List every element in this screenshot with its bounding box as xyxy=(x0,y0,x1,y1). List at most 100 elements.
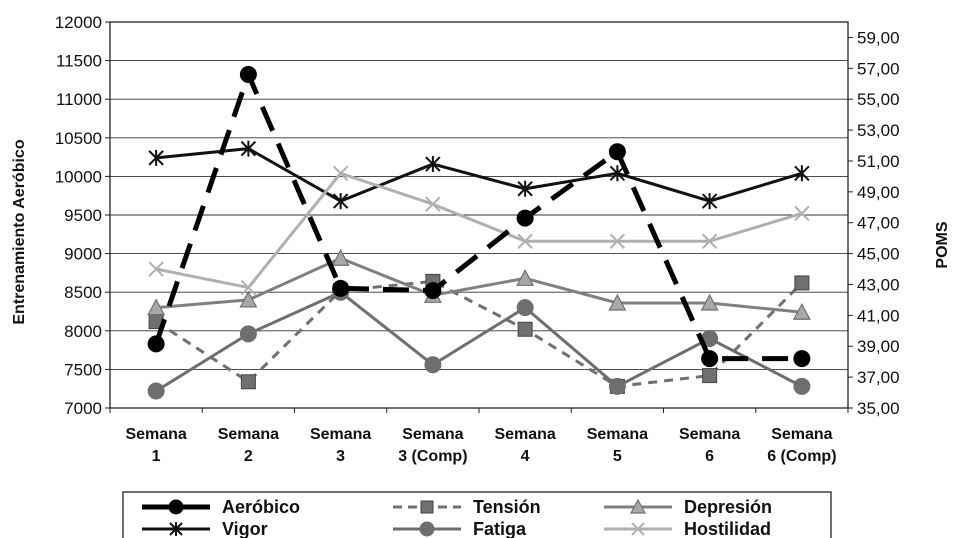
left-tick-label: 8000 xyxy=(64,322,102,341)
legend-item-depresión: Depresión xyxy=(604,497,772,517)
data-point xyxy=(517,233,533,249)
data-point xyxy=(794,275,810,291)
data-point xyxy=(332,165,349,182)
legend-label: Aeróbico xyxy=(222,497,300,517)
legend-label: Tensión xyxy=(473,497,541,517)
right-tick-label: 39,00 xyxy=(857,337,900,356)
data-point xyxy=(169,522,183,536)
series-line xyxy=(153,71,802,362)
left-tick-label: 7000 xyxy=(64,399,102,418)
right-tick-label: 41,00 xyxy=(857,306,900,325)
right-tick-label: 37,00 xyxy=(857,368,900,387)
data-point xyxy=(517,321,533,337)
data-point xyxy=(425,156,441,173)
right-tick-label: 55,00 xyxy=(857,90,900,109)
series-line xyxy=(155,171,803,290)
data-point xyxy=(701,233,718,249)
data-point xyxy=(794,205,810,222)
x-tick-label: Semana xyxy=(310,426,371,443)
x-tick-label: 2 xyxy=(244,448,253,465)
data-point xyxy=(425,196,441,212)
right-tick-label: 45,00 xyxy=(857,245,900,264)
data-point xyxy=(516,269,535,286)
legend-item-tensión: Tensión xyxy=(393,497,541,517)
legend-item-vigor: Vigor xyxy=(142,519,268,538)
legend-item-fatiga: Fatiga xyxy=(393,519,527,538)
data-point xyxy=(608,143,626,161)
series-line xyxy=(155,290,803,393)
data-point xyxy=(240,374,256,390)
data-point xyxy=(701,350,719,368)
left-tick-label: 8500 xyxy=(64,283,102,302)
data-point xyxy=(424,282,442,300)
data-point xyxy=(516,299,534,317)
data-point xyxy=(793,377,811,395)
data-point xyxy=(147,298,166,316)
data-point xyxy=(702,368,718,384)
data-point xyxy=(517,180,533,197)
data-point xyxy=(792,302,811,320)
legend-label: Hostilidad xyxy=(684,519,771,538)
data-point xyxy=(239,65,257,83)
data-point xyxy=(147,382,165,400)
data-point xyxy=(608,377,626,395)
legend-label: Depresión xyxy=(684,497,772,517)
legend-box xyxy=(122,491,832,538)
right-tick-label: 57,00 xyxy=(857,59,900,78)
legend-label: Fatiga xyxy=(473,519,527,538)
left-tick-label: 10500 xyxy=(55,129,102,148)
data-point xyxy=(608,293,627,311)
series-line xyxy=(155,279,803,388)
left-tick-label: 12000 xyxy=(55,13,102,32)
data-point xyxy=(609,233,626,249)
x-tick-label: 6 xyxy=(705,448,714,465)
left-tick-label: 10000 xyxy=(55,167,102,186)
data-point xyxy=(331,248,350,266)
left-tick-label: 9500 xyxy=(64,206,102,225)
right-tick-label: 47,00 xyxy=(857,214,900,233)
data-point xyxy=(516,209,534,227)
right-tick-label: 59,00 xyxy=(857,28,900,47)
x-axis-ticks: Semana 1 Semana 2 Semana 3 Semana 3 (Comp) Seman… xyxy=(109,408,849,465)
legend: Aeróbico Tensión Depresión Vigor Fatiga Hosti… xyxy=(142,497,772,538)
right-tick-label: 35,00 xyxy=(857,399,900,418)
data-point xyxy=(240,140,257,157)
data-point xyxy=(419,521,435,537)
data-point xyxy=(424,356,442,374)
x-tick-label: Semana xyxy=(771,426,832,443)
x-tick-label: 3 xyxy=(336,448,345,465)
left-tick-label: 9000 xyxy=(64,245,102,264)
data-point xyxy=(239,325,257,343)
x-tick-label: Semana xyxy=(679,426,740,443)
x-tick-label: Semana xyxy=(218,426,279,443)
data-point xyxy=(168,499,184,515)
right-tick-label: 51,00 xyxy=(857,152,900,171)
right-tick-label: 43,00 xyxy=(857,275,900,294)
x-tick-label: Semana xyxy=(494,426,555,443)
series-hostilidad xyxy=(148,165,810,296)
data-point xyxy=(629,498,647,514)
series-vigor xyxy=(148,140,810,210)
series-line xyxy=(155,256,803,314)
data-point xyxy=(332,193,349,210)
data-point xyxy=(420,500,434,514)
left-tick-label: 11000 xyxy=(56,90,102,109)
right-axis-ticks: 35,00 37,00 39,00 41,00 43,00 45,00 47,00 49,00… xyxy=(848,28,900,418)
legend-label: Vigor xyxy=(222,519,268,538)
series-aeróbico xyxy=(147,65,811,368)
left-axis-title: Entrenamiento Aeróbico xyxy=(11,139,28,324)
x-tick-label: Semana xyxy=(402,426,463,443)
left-tick-label: 11500 xyxy=(56,52,102,71)
series-line xyxy=(155,147,803,203)
grid-lines xyxy=(110,60,848,370)
legend-item-aeróbico: Aeróbico xyxy=(142,497,300,517)
data-point xyxy=(794,165,810,182)
x-tick-label: Semana xyxy=(125,426,186,443)
data-point xyxy=(631,522,645,536)
data-point xyxy=(148,261,164,277)
x-tick-label: 3 (Comp) xyxy=(398,448,467,465)
left-axis-ticks: 7000 7500 8000 8500 9000 9500 10000 10500 11000 1… xyxy=(55,13,110,418)
data-point xyxy=(793,350,811,368)
legend-item-hostilidad: Hostilidad xyxy=(604,519,771,538)
